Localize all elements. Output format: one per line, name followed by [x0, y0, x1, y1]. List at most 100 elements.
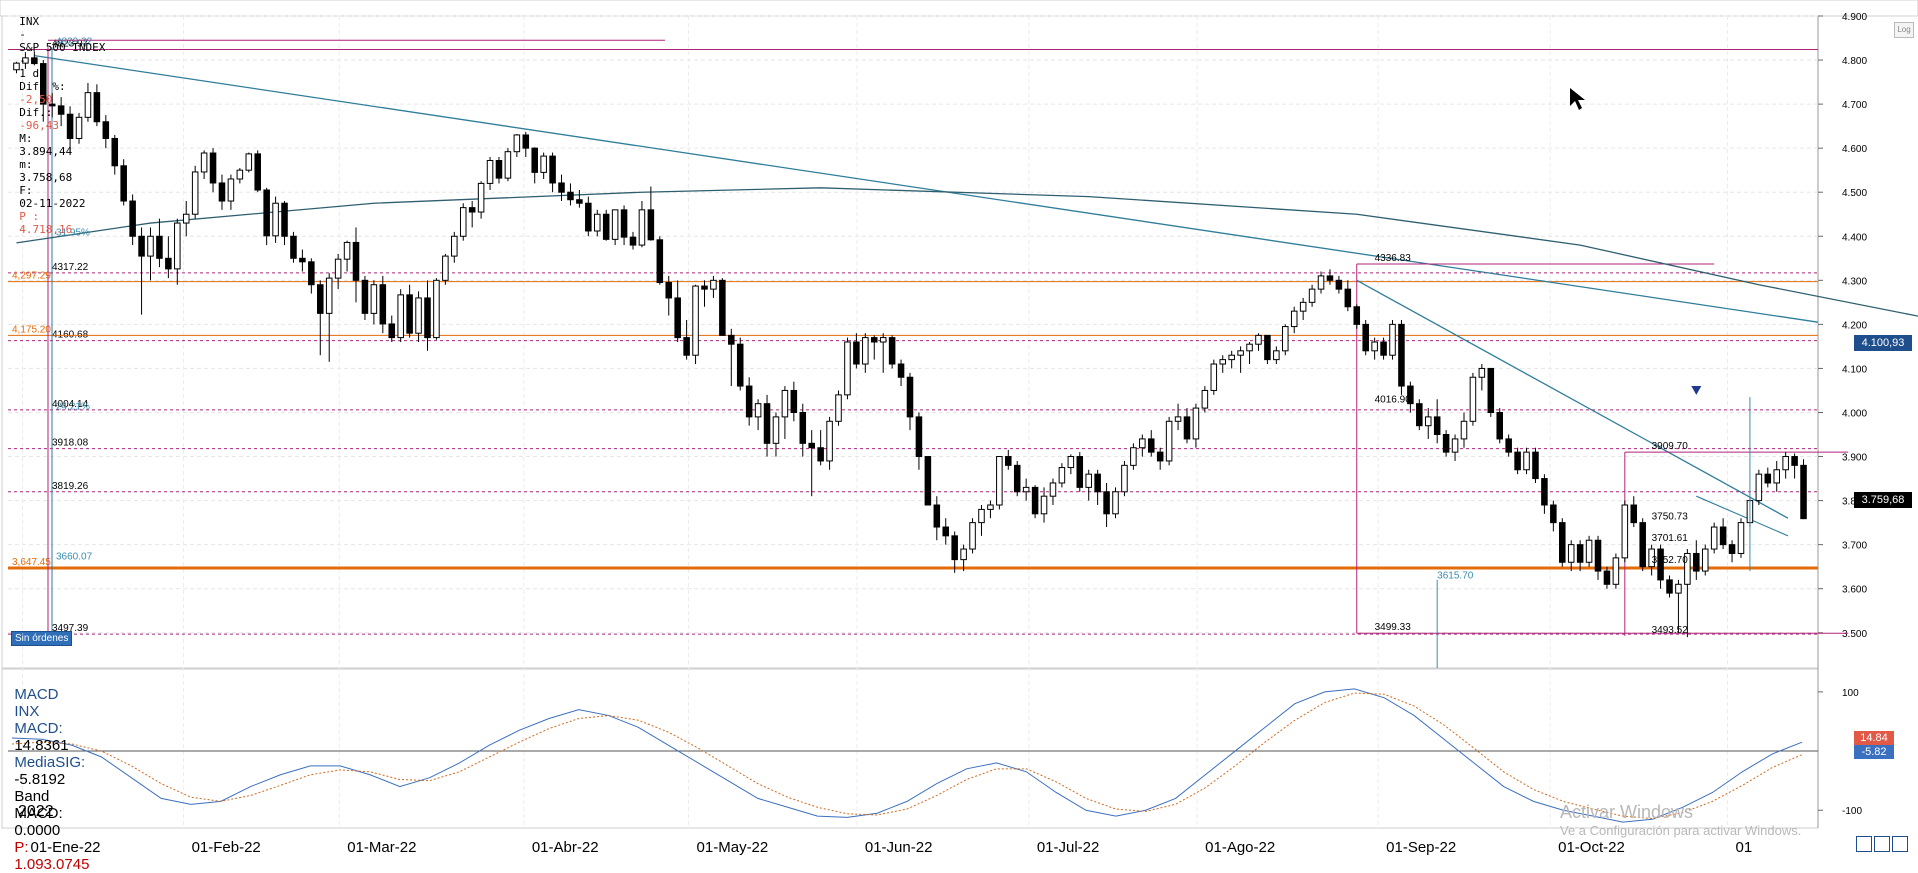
candle-body [1112, 491, 1119, 515]
candle-body [978, 508, 985, 524]
candle-body [549, 155, 556, 184]
candle-body [174, 222, 181, 270]
candle-body [1719, 526, 1727, 546]
candle-body [647, 209, 655, 241]
candle-body [558, 182, 565, 193]
candle-body [1103, 491, 1110, 515]
candle-body [451, 235, 458, 257]
candle-body [799, 411, 807, 444]
candle-body [227, 178, 235, 202]
candle-body [111, 137, 119, 167]
candle-body [1299, 301, 1307, 312]
level-label: 4317.22 [52, 262, 89, 273]
level-label: 4823.97 [52, 38, 89, 49]
annotation-label: 3750.73 [1652, 512, 1689, 523]
candle-body [808, 442, 815, 449]
date-value: 02-11-2022 [19, 197, 86, 210]
y-tick-label: 4.400 [1842, 232, 1867, 243]
candle-body [531, 147, 538, 173]
candle-body [1710, 526, 1718, 550]
y-tick-label: 4.200 [1842, 320, 1867, 331]
x-tick-label: 01 [1736, 839, 1753, 856]
y-tick-label: 4.000 [1842, 408, 1867, 419]
candle-body [1371, 341, 1378, 352]
candle-body [826, 420, 833, 462]
candle-body [924, 456, 932, 506]
candle-body [1067, 456, 1075, 469]
annotation-label: 3701.61 [1652, 533, 1689, 544]
candle-body [165, 257, 172, 270]
candle-body [1139, 438, 1146, 449]
log-button[interactable]: Log [1894, 22, 1914, 38]
candle-body [66, 113, 74, 139]
period: 1 d [19, 67, 40, 80]
x-tick-label: 01-Jul-22 [1037, 839, 1100, 856]
candle-body [191, 171, 199, 215]
candle-body [200, 152, 208, 173]
candle-body [1701, 548, 1709, 572]
close-icon[interactable] [1892, 836, 1908, 852]
candle-body [1219, 359, 1227, 365]
x-tick-label: 01-Ago-22 [1205, 839, 1275, 856]
candle-body [1550, 504, 1557, 524]
band-macd-label: MACD: [14, 805, 63, 822]
candle-body [1326, 275, 1334, 281]
chart-header: INX - S&P 500 INDEX - 1 d Dif. %: -2,50 … [6, 2, 105, 236]
candle-body [1121, 464, 1128, 493]
watermark-subtitle: Ve a Configuración para activar Windows. [1560, 823, 1802, 838]
candle-body [477, 182, 485, 213]
candle-body [1523, 451, 1530, 471]
index-name: S&P 500 INDEX [19, 41, 106, 54]
level-label: 3819.26 [52, 481, 89, 492]
candle-body [93, 92, 101, 123]
candle-body [1782, 456, 1789, 471]
candle-body [272, 202, 279, 237]
candle-body [933, 504, 941, 528]
candle-body [84, 92, 92, 118]
x-tick-label: 01-Mar-22 [347, 839, 416, 856]
candle-body [1255, 334, 1262, 345]
candle-body [1049, 482, 1057, 497]
macd-tag: 14.84 [1854, 731, 1894, 745]
candle-body [22, 57, 29, 64]
candle-body [620, 209, 628, 238]
candle-body [1684, 552, 1691, 585]
candle-body [1076, 456, 1084, 488]
candle-body [665, 282, 673, 299]
candle-body [57, 105, 65, 115]
save-icon[interactable] [1874, 836, 1890, 852]
candle-body [593, 213, 601, 232]
candle-body [424, 297, 431, 339]
x-tick-label: 01-Ene-22 [30, 839, 100, 856]
candle-body [1040, 495, 1048, 515]
candle-body [1791, 456, 1798, 466]
annotation-label: 4829.32 [56, 36, 93, 47]
candle-body [611, 209, 619, 240]
candle-body [629, 236, 637, 246]
dif-pct-value: -2,50 [19, 93, 53, 106]
candle-body [1478, 367, 1486, 378]
y-tick-label: 4.300 [1842, 276, 1867, 287]
candle-body [879, 337, 887, 343]
level-label: 4,175.20 [12, 324, 51, 335]
candle-body [915, 416, 923, 458]
candle-body [870, 337, 878, 343]
candle-body [236, 169, 244, 180]
candle-body [1228, 354, 1235, 361]
macd-label: MACD: [14, 720, 63, 737]
candle-body [1433, 416, 1441, 436]
candle-body [1424, 416, 1432, 427]
date-label: F: [19, 184, 33, 197]
separator: - [19, 54, 26, 67]
candle-body [290, 235, 297, 259]
candle-body [656, 239, 664, 284]
candle-body [888, 337, 896, 365]
candle-body [1317, 275, 1325, 290]
candle-body [75, 116, 83, 139]
candle-body [102, 121, 110, 139]
sin-ordenes-badge[interactable]: Sin órdenes [11, 631, 73, 646]
candle-body [1344, 288, 1352, 308]
low-label: m: [19, 158, 33, 171]
scroll-button-icon[interactable] [1856, 836, 1872, 852]
candle-body [1201, 389, 1209, 409]
